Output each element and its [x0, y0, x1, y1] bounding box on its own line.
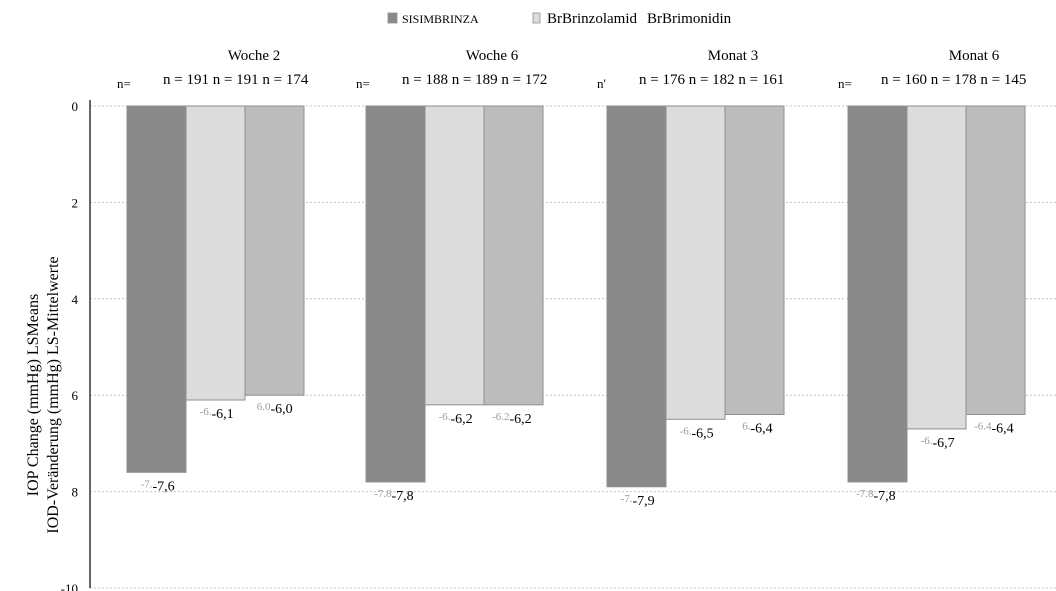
data-label: -6,2: [451, 412, 473, 427]
n-counts: n = 176 n = 182 n = 161: [639, 72, 784, 88]
category-label: Woche 2: [228, 48, 281, 64]
y-tick-label: 0: [72, 99, 79, 114]
bar: [424, 105, 485, 406]
data-label-ghost: -6.: [200, 406, 212, 418]
data-label: -6,1: [212, 407, 234, 422]
y-tick-label: -10: [61, 581, 78, 591]
n-counts: n = 160 n = 178 n = 145: [881, 72, 1026, 88]
n-prefix: n': [597, 76, 606, 91]
data-labels: -7. -7,6-6. -6,1 6.0 -6,0-7.8 -7,8-6. -6,2 -6.2…: [141, 401, 1014, 509]
data-label: -7,8: [392, 489, 414, 504]
y-tick-label: 4: [72, 292, 79, 307]
bar: [365, 105, 426, 483]
legend-label: BrBrinzolamid: [547, 11, 637, 27]
data-label: -6,2: [510, 412, 532, 427]
n-counts: n = 188 n = 189 n = 172: [402, 72, 547, 88]
bar: [244, 105, 305, 396]
bars: [126, 105, 1026, 488]
legend-swatch: [532, 12, 541, 24]
legend-swatch: [387, 12, 398, 24]
bar: [483, 105, 544, 406]
data-label: -6,4: [992, 421, 1014, 436]
legend-label: SISIMBRINZA: [402, 12, 479, 26]
y-axis-title-de: IOD-Veränderung (mmHg) LS-Mittelwerte: [45, 256, 62, 533]
data-label-ghost: -7.8: [856, 488, 874, 500]
bar: [965, 105, 1026, 415]
data-label: -6,7: [933, 436, 955, 451]
data-label-ghost: 6.0: [257, 401, 271, 413]
category-label: Monat 6: [949, 48, 1000, 64]
category-label: Monat 3: [708, 48, 758, 64]
data-label-ghost: -7.: [621, 493, 633, 505]
data-label-ghost: -7.: [141, 478, 153, 490]
data-label-ghost: -6.: [680, 425, 692, 437]
category-labels: Woche 2 Woche 6 Monat 3 Monat 6: [228, 48, 1000, 64]
data-label-ghost: -6.: [921, 435, 933, 447]
data-label: -6,5: [692, 426, 714, 441]
n-rows: n= n = 191 n = 191 n = 174 n= n = 188 n = 1…: [117, 72, 1026, 91]
data-label-ghost: -6.2: [492, 411, 509, 423]
data-label-ghost: -6.: [439, 411, 451, 423]
data-label: -7,6: [153, 479, 175, 494]
data-label: -6,0: [271, 402, 293, 417]
data-label-ghost: 6.: [742, 420, 751, 432]
n-counts: n = 191 n = 191 n = 174: [163, 72, 309, 88]
legend-label: BrBrimonidin: [647, 11, 732, 27]
data-label: -6,4: [751, 421, 773, 436]
legend: SISIMBRINZA BrBrinzolamid BrBrimonidin: [387, 11, 732, 27]
n-prefix: n=: [356, 76, 370, 91]
bar: [906, 105, 967, 430]
bar: [126, 105, 187, 473]
bar: [185, 105, 246, 401]
y-tick-label: 2: [72, 195, 79, 210]
y-tick-label: 6: [72, 388, 79, 403]
bar: [847, 105, 908, 483]
data-label-ghost: -7.8: [374, 488, 392, 500]
bar: [606, 105, 667, 488]
data-label: -7,9: [633, 494, 655, 509]
n-prefix: n=: [838, 76, 852, 91]
category-label: Woche 6: [466, 48, 519, 64]
bar: [724, 105, 785, 415]
bar: [665, 105, 726, 420]
y-axis-title: IOP Change (mmHg) LSMeans: [25, 294, 42, 497]
y-tick-label: 8: [72, 485, 79, 500]
data-label-ghost: -6.4: [974, 420, 992, 432]
n-prefix: n=: [117, 76, 131, 91]
data-label: -7,8: [874, 489, 896, 504]
y-axis: 0 2 4 6 8 -10: [61, 99, 91, 591]
